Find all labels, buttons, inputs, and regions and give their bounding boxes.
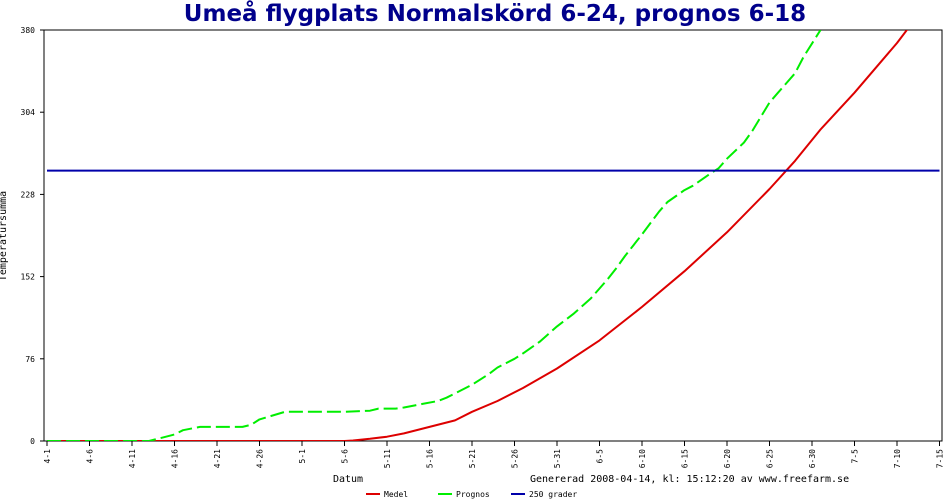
x-tick-label: 5-1 xyxy=(298,449,307,464)
x-tick-label: 4-21 xyxy=(213,449,222,468)
x-tick-label: 5-16 xyxy=(426,449,435,468)
y-tick-label: 0 xyxy=(30,437,35,446)
x-tick-label: 4-16 xyxy=(171,449,180,468)
y-axis-ticks: 0 76 152 228 304 380 xyxy=(21,26,44,446)
x-tick-label: 5-11 xyxy=(383,449,392,468)
legend-label: Medel xyxy=(384,490,408,499)
x-tick-label: 6-30 xyxy=(808,449,817,468)
series-layer xyxy=(47,30,940,441)
plot-area-frame xyxy=(43,29,943,442)
x-tick-label: 4-6 xyxy=(86,449,95,464)
series-line-medel xyxy=(47,30,909,441)
x-tick-label: 7-5 xyxy=(851,449,860,464)
x-tick-label: 6-20 xyxy=(723,449,732,468)
x-tick-label: 4-26 xyxy=(256,449,265,468)
x-axis-label: Datum xyxy=(333,474,363,485)
x-axis-ticks: 4-1 4-6 4-11 4-16 4-21 4-26 5-1 5-6 5-11 5-16 5-21… xyxy=(43,441,945,468)
x-tick-label: 4-11 xyxy=(128,449,137,468)
y-axis-label: Temperatursumma xyxy=(0,191,9,281)
x-tick-label: 7-10 xyxy=(893,449,902,468)
legend: Medel Prognos 250 grader xyxy=(366,490,577,499)
x-tick-label: 4-1 xyxy=(43,449,52,464)
x-tick-label: 5-31 xyxy=(553,449,562,468)
footer-text: Genererad 2008-04-14, kl: 15:12:20 av ww… xyxy=(530,474,849,485)
x-tick-label: 6-5 xyxy=(596,449,605,464)
x-tick-label: 6-10 xyxy=(638,449,647,468)
chart-title: Umeå flygplats Normalskörd 6-24, prognos… xyxy=(184,0,806,27)
y-tick-label: 304 xyxy=(21,108,36,117)
y-tick-label: 380 xyxy=(21,26,36,35)
x-tick-label: 6-15 xyxy=(681,449,690,468)
x-tick-label: 5-6 xyxy=(341,449,350,464)
series-line-prognos xyxy=(47,30,822,441)
x-tick-label: 7-15 xyxy=(936,449,945,468)
y-tick-label: 76 xyxy=(25,355,35,364)
y-tick-label: 228 xyxy=(21,190,36,199)
x-tick-label: 6-25 xyxy=(766,449,775,468)
y-tick-label: 152 xyxy=(21,273,36,282)
legend-label: 250 grader xyxy=(529,490,577,499)
x-tick-label: 5-21 xyxy=(468,449,477,468)
legend-label: Prognos xyxy=(456,490,490,499)
x-tick-label: 5-26 xyxy=(511,449,520,468)
